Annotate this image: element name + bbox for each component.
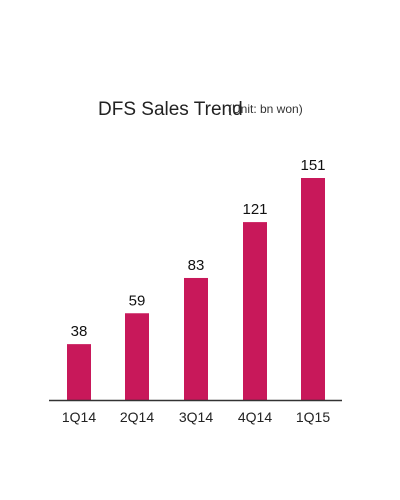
value-label-4q14: 121 [242,201,267,218]
value-label-2q14: 59 [129,292,146,309]
bar-3q14 [184,277,208,400]
x-tick-label-2q14: 2Q14 [120,409,154,425]
bar-1q15 [301,178,325,400]
x-tick-labels-group: 1Q14 2Q14 3Q14 4Q14 1Q15 [62,409,330,425]
value-label-1q14: 38 [71,323,88,340]
chart-title: DFS Sales Trend [98,99,243,120]
value-labels-group: 38 59 83 121 151 [71,157,326,340]
x-tick-label-3q14: 3Q14 [179,409,213,425]
x-tick-label-1q15: 1Q15 [296,409,330,425]
bar-1q14 [67,344,91,400]
bars-group [67,178,325,400]
value-label-3q14: 83 [188,257,205,274]
value-label-1q15: 151 [300,157,325,174]
bar-4q14 [243,222,267,400]
bar-2q14 [125,313,149,400]
x-tick-label-1q14: 1Q14 [62,409,96,425]
chart-unit-subtitle: (Unit: bn won) [228,102,303,116]
x-tick-label-4q14: 4Q14 [238,409,272,425]
